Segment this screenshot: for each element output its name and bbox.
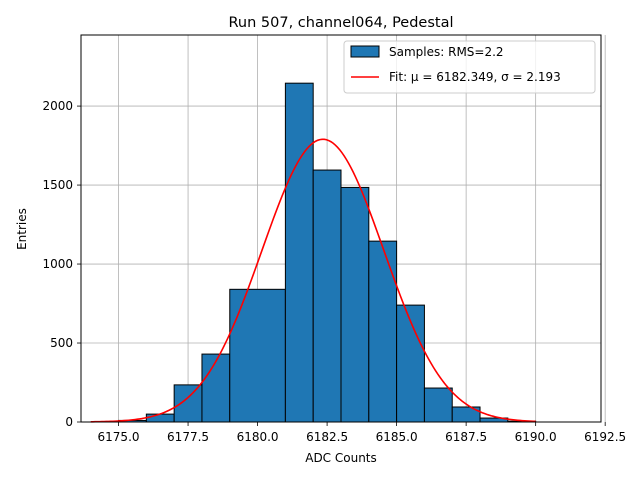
legend-frame	[343, 40, 596, 94]
x-axis-label: ADC Counts	[305, 451, 377, 465]
y-tick-label: 1000	[42, 257, 73, 271]
y-axis-label: Entries	[15, 208, 29, 250]
fit-curve	[90, 138, 536, 423]
y-tick-label: 1500	[42, 178, 73, 192]
x-axis-ticks: 6175.0 6177.5 6180.0 6182.5 6185.0 6187.5 6190…	[98, 422, 626, 444]
x-tick-label: 6177.5	[167, 430, 209, 444]
x-tick-label: 6175.0	[98, 430, 140, 444]
x-tick-label: 6180.0	[237, 430, 279, 444]
x-tick-label: 6190.0	[515, 430, 557, 444]
plot-frame	[80, 34, 602, 423]
y-axis-ticks: 0 500 1000 1500 2000	[42, 99, 81, 429]
x-tick-label: 6192.5	[584, 430, 626, 444]
legend-label-fit: Fit: μ = 6182.349, σ = 2.193	[389, 70, 561, 84]
histogram-bar	[229, 288, 286, 423]
histogram-bar	[423, 387, 453, 423]
histogram-bar	[396, 304, 425, 423]
x-tick-label: 6187.5	[445, 430, 487, 444]
histogram-bar	[368, 240, 398, 423]
histogram-bar	[312, 169, 342, 423]
histogram-bar	[340, 186, 370, 423]
histogram-bar	[284, 82, 314, 423]
chart-title: Run 507, channel064, Pedestal	[228, 15, 453, 31]
histogram-bar	[173, 384, 203, 423]
x-tick-label: 6185.0	[376, 430, 418, 444]
legend-label-samples: Samples: RMS=2.2	[389, 45, 504, 59]
legend: Samples: RMS=2.2 Fit: μ = 6182.349, σ = …	[343, 40, 596, 94]
fit-line	[90, 138, 536, 423]
y-tick-label: 500	[50, 336, 73, 350]
y-tick-label: 2000	[42, 99, 73, 113]
histogram-bar	[145, 413, 175, 423]
y-tick-label: 0	[65, 415, 73, 429]
histogram-bar	[201, 353, 231, 423]
legend-swatch-samples	[350, 45, 380, 58]
histogram-bars	[118, 82, 537, 423]
x-tick-label: 6182.5	[306, 430, 348, 444]
